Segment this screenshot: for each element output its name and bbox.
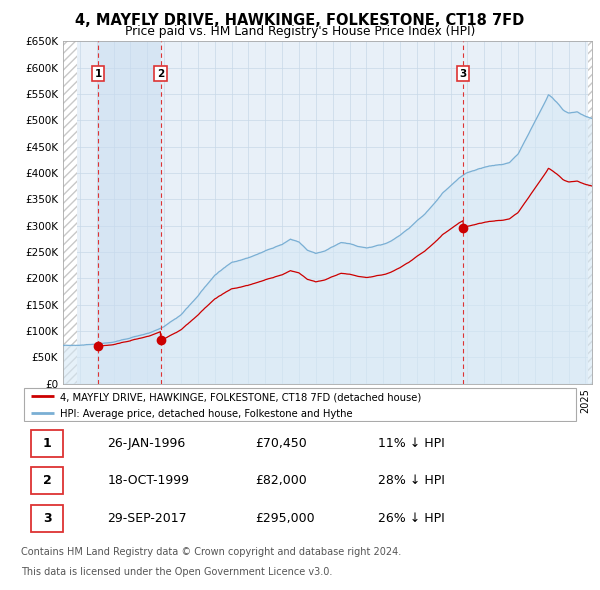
- Text: 1: 1: [43, 437, 52, 450]
- Bar: [63, 41, 77, 384]
- Text: £70,450: £70,450: [256, 437, 307, 450]
- Text: 2: 2: [43, 474, 52, 487]
- FancyBboxPatch shape: [31, 430, 64, 457]
- FancyBboxPatch shape: [31, 467, 64, 494]
- Text: 2: 2: [157, 69, 164, 79]
- Text: 28% ↓ HPI: 28% ↓ HPI: [378, 474, 445, 487]
- Text: 4, MAYFLY DRIVE, HAWKINGE, FOLKESTONE, CT18 7FD (detached house): 4, MAYFLY DRIVE, HAWKINGE, FOLKESTONE, C…: [60, 392, 421, 402]
- Text: 11% ↓ HPI: 11% ↓ HPI: [378, 437, 445, 450]
- FancyBboxPatch shape: [31, 505, 64, 532]
- Text: 3: 3: [460, 69, 467, 79]
- Bar: [98, 41, 161, 384]
- Text: Contains HM Land Registry data © Crown copyright and database right 2024.: Contains HM Land Registry data © Crown c…: [21, 547, 401, 557]
- Text: 4, MAYFLY DRIVE, HAWKINGE, FOLKESTONE, CT18 7FD: 4, MAYFLY DRIVE, HAWKINGE, FOLKESTONE, C…: [76, 13, 524, 28]
- Text: 26-JAN-1996: 26-JAN-1996: [107, 437, 186, 450]
- Text: HPI: Average price, detached house, Folkestone and Hythe: HPI: Average price, detached house, Folk…: [60, 409, 353, 419]
- Text: 1: 1: [94, 69, 101, 79]
- Text: 26% ↓ HPI: 26% ↓ HPI: [378, 512, 445, 525]
- Text: £82,000: £82,000: [256, 474, 307, 487]
- Text: This data is licensed under the Open Government Licence v3.0.: This data is licensed under the Open Gov…: [21, 568, 332, 578]
- Bar: [588, 41, 593, 384]
- Text: 18-OCT-1999: 18-OCT-1999: [107, 474, 190, 487]
- Text: 3: 3: [43, 512, 52, 525]
- Text: 29-SEP-2017: 29-SEP-2017: [107, 512, 187, 525]
- Text: £295,000: £295,000: [256, 512, 315, 525]
- FancyBboxPatch shape: [24, 388, 576, 421]
- Text: Price paid vs. HM Land Registry's House Price Index (HPI): Price paid vs. HM Land Registry's House …: [125, 25, 475, 38]
